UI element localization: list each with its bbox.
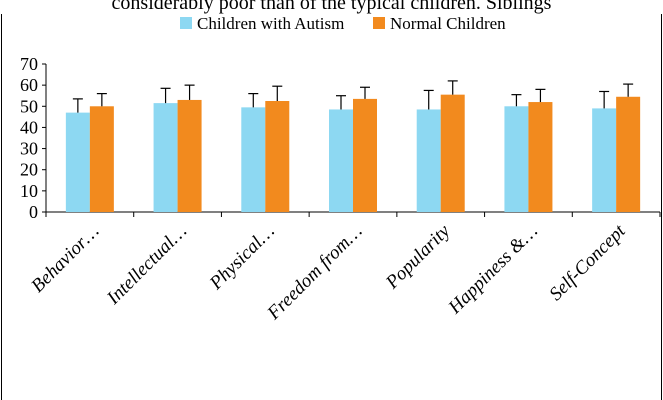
bar [65, 112, 90, 212]
legend-label: Normal Children [390, 14, 506, 33]
bar [592, 108, 617, 212]
x-tick-label: Happiness &… [444, 221, 542, 319]
bar [89, 106, 114, 212]
category-labels: Behavior… Intellectual… Physical…Freedom f… [27, 220, 630, 324]
bar [616, 96, 641, 212]
legend: Children with Autism Normal Children [180, 14, 506, 33]
bar [440, 94, 465, 212]
y-tick-label: 70 [20, 54, 38, 74]
bar [528, 102, 553, 212]
bar [504, 106, 529, 212]
y-tick-label: 20 [20, 160, 38, 180]
bar [416, 109, 441, 212]
bar [265, 101, 290, 212]
x-tick-label: Intellectual… [102, 221, 191, 310]
chart-frame [1, 14, 662, 400]
bar [241, 107, 266, 212]
bars [65, 80, 641, 212]
y-tick-label: 0 [29, 202, 38, 222]
legend-swatch [180, 17, 192, 29]
y-tick-label: 10 [20, 181, 38, 201]
legend-label: Children with Autism [197, 14, 344, 33]
y-tick-label: 40 [20, 117, 38, 137]
clipped-caption-text: considerably poor than of the typical ch… [111, 0, 552, 14]
bar [329, 109, 353, 212]
x-tick-label: Self-Concept [545, 220, 630, 305]
bar [177, 99, 202, 212]
y-tick-label: 50 [20, 96, 38, 116]
y-tick-label: 60 [20, 75, 38, 95]
x-tick-label: Popularity [381, 220, 454, 293]
x-tick-label: Behavior… [27, 221, 103, 297]
x-tick-label: Freedom from… [263, 221, 367, 325]
x-tick-label: Physical… [205, 221, 279, 295]
bar [353, 98, 377, 212]
bar [153, 103, 178, 212]
y-tick-label: 30 [20, 139, 38, 159]
legend-swatch [373, 17, 385, 29]
